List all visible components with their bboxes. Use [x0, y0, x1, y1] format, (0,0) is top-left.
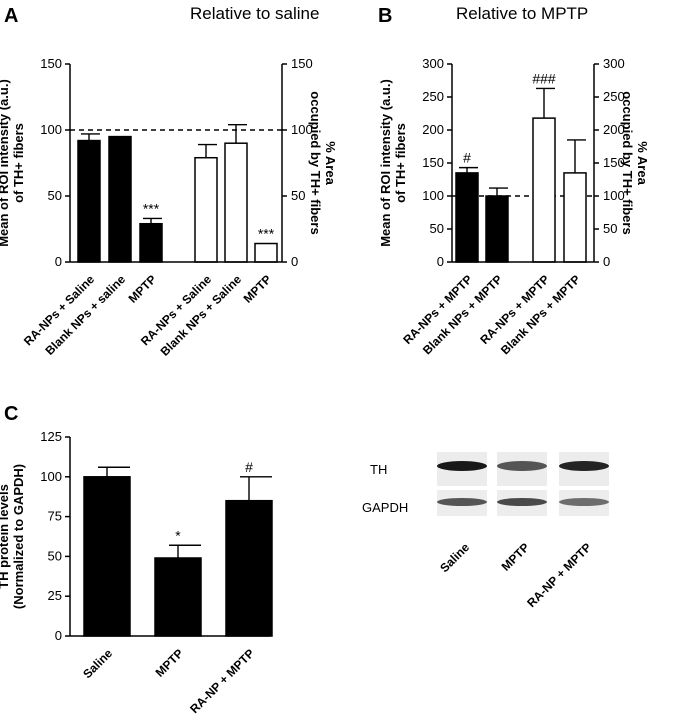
category-label: MPTP [241, 272, 274, 305]
blot-lane-label: MPTP [499, 540, 532, 573]
y-tick-label: 0 [55, 628, 62, 643]
y2-tick-label: 0 [603, 254, 610, 269]
y-tick-label: 0 [437, 254, 444, 269]
panel-letter-a: A [4, 5, 18, 27]
y-tick-label: 75 [48, 509, 62, 524]
bar [485, 195, 509, 263]
category-label: MPTP [153, 646, 186, 679]
significance-label: *** [258, 226, 275, 242]
bar [225, 499, 273, 637]
y-tick-label: 50 [48, 548, 62, 563]
y2-tick-label: 300 [603, 56, 625, 71]
category-label: Saline [80, 646, 115, 681]
y-tick-label: 200 [422, 122, 444, 137]
panel-letter-c: C [4, 403, 18, 425]
bar [154, 557, 202, 637]
y-tick-label: 100 [422, 188, 444, 203]
y2-axis-title: % Areaoccupied by TH+ fibers [308, 91, 338, 234]
y-tick-label: 250 [422, 89, 444, 104]
y-tick-label: 300 [422, 56, 444, 71]
y2-tick-label: 200 [603, 122, 625, 137]
bar [254, 242, 278, 263]
y2-tick-label: 0 [291, 254, 298, 269]
significance-label: *** [143, 200, 160, 216]
y2-tick-label: 50 [291, 188, 305, 203]
blot-band [497, 498, 547, 506]
bar [139, 222, 163, 263]
blot-lane-label: Saline [437, 540, 472, 575]
bar [532, 117, 556, 263]
chart-panel-a: 0 50 100 150 Mean of ROI intensity (a.u.)of … [0, 56, 338, 359]
blot-band [437, 498, 487, 506]
y-tick-label: 125 [40, 429, 62, 444]
panel-a-title: Relative to saline [190, 4, 319, 23]
blot-lane-label: RA-NP + MPTP [524, 540, 594, 610]
chart-panel-b: 0 50 100 150 200 250 300 Mean of ROI intensity … [378, 56, 650, 357]
bar [224, 142, 248, 263]
blot-band [497, 461, 547, 471]
y-tick-label: 150 [422, 155, 444, 170]
significance-label: ### [532, 70, 556, 86]
bar [563, 172, 587, 263]
category-label: MPTP [126, 272, 159, 305]
y-tick-label: 0 [55, 254, 62, 269]
y2-tick-label: 250 [603, 89, 625, 104]
blot-row-label: GAPDH [362, 500, 408, 515]
y2-tick-label: 50 [603, 221, 617, 236]
blot-row-label: TH [370, 462, 387, 477]
y2-tick-label: 150 [291, 56, 313, 71]
y-axis-title: Mean of ROI intensity (a.u.)of TH+ fiber… [0, 79, 26, 247]
bar [455, 172, 479, 263]
panel-b-title: Relative to MPTP [456, 4, 588, 23]
blot-band [559, 461, 609, 471]
y-tick-label: 100 [40, 469, 62, 484]
significance-label: * [175, 527, 181, 543]
significance-label: # [463, 150, 471, 166]
y-tick-label: 100 [40, 122, 62, 137]
y2-tick-label: 150 [603, 155, 625, 170]
y-tick-label: 150 [40, 56, 62, 71]
bar [77, 139, 101, 263]
y-tick-label: 50 [430, 221, 444, 236]
panel-letter-b: B [378, 5, 392, 27]
category-label: RA-NP + MPTP [187, 646, 257, 716]
y2-axis-title: % Areaoccupied by TH+ fibers [620, 91, 650, 234]
y-axis-title: Mean of ROI intensity (a.u.)of TH+ fiber… [378, 79, 408, 247]
y2-tick-label: 100 [603, 188, 625, 203]
significance-label: # [245, 459, 253, 475]
bar [108, 135, 132, 263]
bar [194, 156, 218, 263]
y-tick-label: 50 [48, 188, 62, 203]
y-axis-title: TH protein levels(Normalized to GAPDH) [0, 464, 26, 609]
chart-panel-c: 0 25 50 75 100 125 TH protein levels(Normalize… [0, 429, 273, 716]
blot-band [559, 498, 609, 506]
bar [83, 476, 131, 637]
y-tick-label: 25 [48, 588, 62, 603]
y2-tick-label: 100 [291, 122, 313, 137]
blot-band [437, 461, 487, 471]
